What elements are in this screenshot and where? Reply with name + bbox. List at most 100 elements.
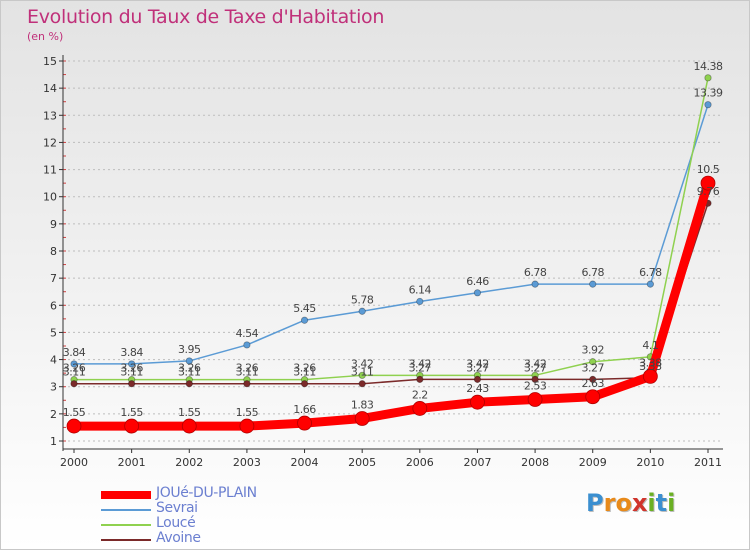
data-label: 3.84 <box>63 346 86 359</box>
data-label: 3.42 <box>466 357 489 370</box>
y-tick-label: 14 <box>43 82 57 95</box>
x-tick-label: 2006 <box>406 456 434 469</box>
data-label: 3.26 <box>293 362 316 375</box>
data-label: 3.95 <box>178 343 201 356</box>
y-tick-label: 10 <box>43 191 57 204</box>
data-point <box>700 175 716 191</box>
y-tick-label: 6 <box>50 299 57 312</box>
data-label: 6.78 <box>581 266 604 279</box>
data-label: 3.11 <box>293 366 316 379</box>
y-tick-label: 4 <box>50 354 57 367</box>
data-point <box>358 307 366 315</box>
x-tick-label: 2009 <box>579 456 607 469</box>
data-point <box>589 280 597 288</box>
data-label: 3.26 <box>236 362 259 375</box>
data-point <box>354 411 370 426</box>
data-label: 3.26 <box>63 362 86 375</box>
x-tick-label: 2010 <box>636 456 664 469</box>
data-point <box>239 418 255 434</box>
y-tick-label: 8 <box>50 245 57 258</box>
chart-subtitle: (en %) <box>27 30 64 43</box>
data-label: 14.38 <box>694 60 723 73</box>
data-label: 3.11 <box>351 366 374 379</box>
data-label: 2.63 <box>581 377 604 390</box>
data-point <box>243 341 251 349</box>
data-point <box>358 371 366 379</box>
legend-label: Avoine <box>156 530 201 546</box>
x-tick-label: 2007 <box>463 456 491 469</box>
x-tick-label: 2004 <box>291 456 319 469</box>
logo-letter: r <box>603 489 616 517</box>
x-tick-label: 2000 <box>60 456 88 469</box>
data-label: 3.38 <box>639 356 662 369</box>
data-label: 1.55 <box>63 406 86 419</box>
legend-swatch <box>101 539 151 541</box>
x-tick-label: 2008 <box>521 456 549 469</box>
data-point <box>66 418 82 434</box>
data-label: 3.42 <box>524 357 547 370</box>
chart-title: Evolution du Taux de Taxe d'Habitation <box>27 6 385 28</box>
data-point <box>531 375 539 383</box>
y-tick-label: 12 <box>43 136 57 149</box>
data-label: 6.46 <box>466 275 489 288</box>
data-label: 3.11 <box>236 366 259 379</box>
x-tick-label: 2003 <box>233 456 261 469</box>
data-point <box>181 418 197 434</box>
data-point <box>300 316 309 324</box>
data-point <box>70 360 78 368</box>
series-line <box>73 103 709 365</box>
data-label: 6.78 <box>639 266 662 279</box>
data-point <box>70 380 78 388</box>
data-label: 2.43 <box>466 382 489 395</box>
y-tick-label: 2 <box>50 408 57 421</box>
legend-label: Sevrai <box>156 500 198 516</box>
data-label: 5.45 <box>293 302 316 315</box>
data-label: 3.27 <box>409 361 432 374</box>
x-tick-label: 2002 <box>175 456 203 469</box>
data-point <box>642 368 658 384</box>
data-point <box>589 375 597 383</box>
data-label: 3.33 <box>639 360 662 373</box>
logo-letter: t <box>655 489 668 517</box>
logo-letter: P <box>586 489 604 517</box>
data-point <box>527 392 543 407</box>
y-tick-label: 15 <box>43 55 57 68</box>
data-label: 5.78 <box>351 293 374 306</box>
data-label: 3.27 <box>466 361 489 374</box>
data-point <box>470 394 485 410</box>
y-tick-label: 5 <box>50 326 57 339</box>
data-point <box>300 380 309 388</box>
data-label: 3.42 <box>409 357 432 370</box>
data-point <box>124 418 140 434</box>
data-label: 10.5 <box>697 163 720 176</box>
data-label: 3.11 <box>178 366 201 379</box>
series-line <box>73 202 709 385</box>
data-label: 3.27 <box>524 361 547 374</box>
data-label: 3.26 <box>120 362 143 375</box>
legend-swatch <box>101 524 151 526</box>
data-point <box>243 380 251 388</box>
y-tick-label: 9 <box>50 218 57 231</box>
legend-label: Loucé <box>156 515 196 531</box>
data-point <box>185 380 193 388</box>
data-label: 1.83 <box>351 398 374 411</box>
x-tick-label: 2011 <box>694 456 722 469</box>
data-label: 3.11 <box>63 366 86 379</box>
data-label: 3.84 <box>120 346 143 359</box>
data-point <box>185 357 193 365</box>
data-label: 3.27 <box>581 361 604 374</box>
y-tick-label: 1 <box>50 435 57 448</box>
data-label: 2.2 <box>412 388 428 401</box>
data-point <box>704 74 712 82</box>
data-label: 4.1 <box>642 339 658 352</box>
data-point <box>416 375 424 383</box>
data-point <box>128 360 136 368</box>
data-label: 1.55 <box>178 406 201 419</box>
data-point <box>473 289 482 297</box>
logo-letter: o <box>615 489 632 517</box>
data-label: 1.66 <box>293 403 316 416</box>
legend-label: JOUé-DU-PLAIN <box>156 485 257 501</box>
data-point <box>585 389 601 405</box>
